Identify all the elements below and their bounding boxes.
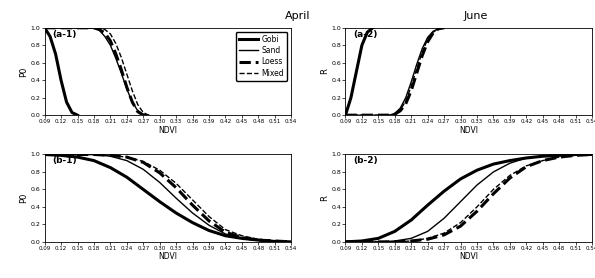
Text: April: April [285, 11, 310, 21]
X-axis label: NDVI: NDVI [158, 252, 177, 261]
Y-axis label: P0: P0 [19, 193, 28, 203]
Y-axis label: R: R [320, 69, 328, 75]
Y-axis label: P0: P0 [19, 66, 28, 77]
Y-axis label: R: R [320, 195, 328, 201]
Legend: Gobi, Sand, Loess, Mixed: Gobi, Sand, Loess, Mixed [236, 32, 287, 81]
Text: June: June [464, 11, 488, 21]
X-axis label: NDVI: NDVI [158, 126, 177, 135]
Text: (b-1): (b-1) [52, 156, 77, 165]
Text: (a-1): (a-1) [52, 29, 76, 39]
X-axis label: NDVI: NDVI [459, 252, 478, 261]
Text: (a-2): (a-2) [353, 29, 377, 39]
Text: (b-2): (b-2) [353, 156, 377, 165]
X-axis label: NDVI: NDVI [459, 126, 478, 135]
